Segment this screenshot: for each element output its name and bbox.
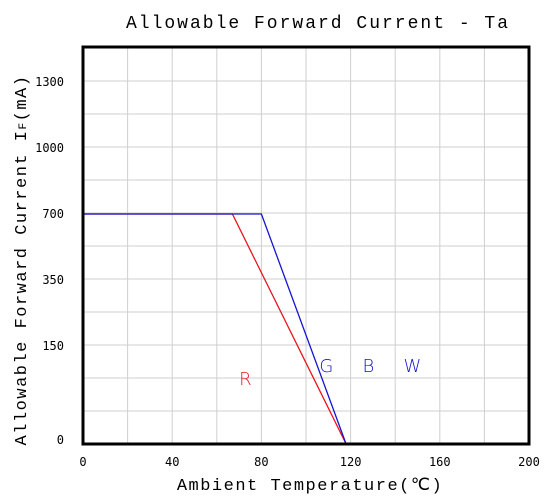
x-tick-label: 120 <box>340 455 362 469</box>
y-axis-label-main: Allowable Forward Current I <box>13 129 32 445</box>
y-tick-label: 1000 <box>35 141 64 155</box>
y-tick-label: 350 <box>42 273 64 287</box>
annotation-label: R <box>239 369 255 390</box>
y-tick-label: 150 <box>42 339 64 353</box>
x-axis-label: Ambient Temperature(℃) <box>177 477 443 496</box>
y-tick-label: 0 <box>57 433 64 447</box>
plot-frame <box>81 45 531 446</box>
x-tick-label: 0 <box>79 455 86 469</box>
y-tick-label: 700 <box>42 207 64 221</box>
y-tick-label: 1300 <box>35 75 64 89</box>
x-tick-label: 200 <box>518 455 540 469</box>
axis-ticks: 0 40 80 120 160 200 0 150 350 700 1000 1300 <box>35 75 540 469</box>
chart-title: Allowable Forward Current - Ta <box>126 14 510 34</box>
annotations: RG B W <box>239 356 424 390</box>
series-line <box>83 213 347 445</box>
grid <box>83 47 529 444</box>
x-tick-label: 80 <box>254 455 268 469</box>
y-axis-label-subscript: F <box>18 121 30 129</box>
x-tick-label: 40 <box>165 455 179 469</box>
y-axis-label-unit: (mA) <box>13 75 32 122</box>
x-tick-label: 160 <box>429 455 451 469</box>
annotation-label: G B W <box>319 356 424 377</box>
series-line <box>83 213 347 445</box>
y-axis-label: Allowable Forward Current IF(mA) <box>13 75 32 446</box>
data-series <box>83 213 347 445</box>
